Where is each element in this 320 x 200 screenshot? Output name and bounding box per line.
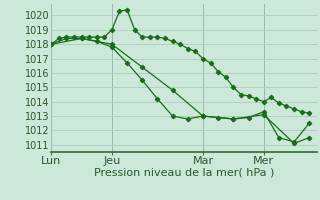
X-axis label: Pression niveau de la mer( hPa ): Pression niveau de la mer( hPa ) [94, 168, 274, 178]
